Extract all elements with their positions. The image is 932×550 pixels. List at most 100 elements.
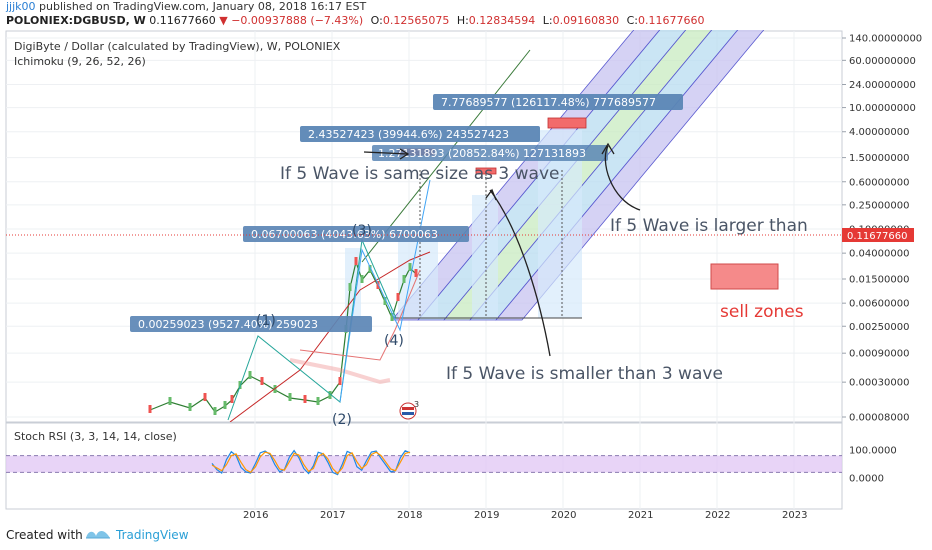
measure-text-1: 0.00259023 (9527.40%) 259023 (138, 318, 318, 331)
wave-label-4: (4) (384, 333, 404, 349)
price-candle (230, 395, 234, 403)
sell-zones-label: sell zones (720, 302, 804, 322)
x-tick-label: 2021 (628, 510, 653, 520)
open-value: 0.12565075 (382, 14, 450, 27)
price-tick-label: 24.00000000 (849, 80, 916, 91)
measure-box-1[interactable]: 0.00259023 (9527.40%) 259023 (130, 316, 372, 332)
footer-created: Created with (6, 528, 83, 542)
annotation-same-size: If 5 Wave is same size as 3 wave (280, 164, 559, 184)
tradingview-logo-icon[interactable] (84, 526, 112, 542)
x-tick-label: 2018 (397, 510, 422, 520)
low-label: L: (542, 14, 553, 27)
stoch-d-line (211, 451, 411, 475)
price-series (149, 259, 417, 413)
price-candle (188, 403, 192, 411)
close-value: 0.11677660 (638, 14, 705, 27)
price-candle (316, 397, 320, 405)
author-link[interactable]: jjjk00 (6, 0, 36, 13)
wave-label-1: (1) (256, 313, 276, 329)
wave-label-2: (2) (332, 412, 352, 428)
arrow-same (363, 151, 409, 155)
publish-line: jjjk00 published on TradingView.com, Jan… (6, 0, 366, 13)
current-price-badge[interactable]: 0.11677660 (842, 228, 914, 242)
ichimoku-cloud (289, 358, 391, 385)
chart-canvas[interactable]: 140.00000000 60.00000000 24.00000000 10.000… (0, 30, 932, 520)
x-tick-label: 2020 (551, 510, 576, 520)
stoch-title: Stoch RSI (3, 3, 14, 14, close) (14, 430, 177, 443)
price-candle (360, 275, 364, 283)
measure-box-2[interactable]: 0.06700063 (4043.63%) 6700063 (243, 226, 469, 242)
price-tick-label: 0.60000000 (849, 177, 909, 188)
price-tick-label: 10.00000000 (849, 103, 916, 114)
projection-box (538, 130, 582, 318)
measure-box-3[interactable]: 2.43527423 (39944.6%) 243527423 (300, 126, 540, 142)
measure-box-5[interactable]: 7.77689577 (126117.48%) 777689577 (433, 94, 683, 110)
measure-text-3: 2.43527423 (39944.6%) 243527423 (308, 128, 509, 141)
stoch-rsi-plot (6, 449, 842, 476)
annotation-larger: If 5 Wave is larger than (610, 216, 808, 236)
target-marker (475, 167, 497, 175)
price-tick-label: 4.00000000 (849, 127, 909, 138)
price-tick-label: 0.00600000 (849, 299, 909, 310)
price-tick-label: 0.00090000 (849, 349, 909, 360)
price-candle (368, 265, 372, 273)
sell-zone-box[interactable] (710, 263, 779, 290)
symbol-name: POLONIEX:DGBUSD, W (6, 14, 146, 27)
footer: Created with TradingView (0, 520, 932, 550)
price-candle (288, 393, 292, 401)
x-tick-label: 2019 (474, 510, 499, 520)
price-candle (203, 393, 207, 401)
open-label: O: (370, 14, 383, 27)
chart-title: DigiByte / Dollar (calculated by Trading… (14, 40, 341, 53)
x-tick-label: 2016 (243, 510, 268, 520)
projection-box (472, 195, 498, 318)
price-tick-label: 0.01500000 (849, 275, 909, 286)
high-label: H: (456, 14, 469, 27)
indicator-label: Ichimoku (9, 26, 52, 26) (14, 55, 146, 68)
price-candle (223, 401, 227, 409)
price-candle (260, 377, 264, 385)
target-marker (547, 117, 587, 129)
price-tick-label: 60.00000000 (849, 56, 916, 67)
price-candle (248, 371, 252, 379)
measure-box-4[interactable]: 1.27131893 (20852.84%) 127131893 (372, 145, 608, 161)
ichimoku-line (229, 251, 431, 422)
x-tick-label: 2023 (782, 510, 807, 520)
stoch-tick-label: 100.0000 (849, 446, 897, 457)
flag-icon[interactable]: 3 (399, 400, 419, 420)
down-arrow-icon: ▼ (219, 14, 228, 27)
price-candle (414, 269, 418, 277)
price-candle (354, 257, 358, 265)
svg-text:3: 3 (414, 400, 419, 409)
symbol-line: POLONIEX:DGBUSD, W 0.11677660 ▼ −0.00937… (6, 14, 704, 27)
price-candle (328, 391, 332, 399)
price-candle (148, 405, 152, 413)
publish-info: published on TradingView.com, January 08… (39, 0, 367, 13)
footer-brand[interactable]: TradingView (116, 528, 189, 542)
price-candle (408, 263, 412, 271)
price-candle (213, 407, 217, 415)
price-tick-label: 140.00000000 (849, 34, 922, 45)
ichimoku-cloud-edge (299, 269, 421, 361)
stoch-tick-label: 0.0000 (849, 474, 884, 485)
price-tick-label: 0.04000000 (849, 249, 909, 260)
price-candle (396, 293, 400, 301)
price-tick-label: 0.25000000 (849, 200, 909, 211)
x-tick-label: 2022 (705, 510, 730, 520)
price-candle (402, 275, 406, 283)
price-candle (303, 395, 307, 403)
low-value: 0.09160830 (552, 14, 620, 27)
chart-header: jjjk00 published on TradingView.com, Jan… (0, 0, 932, 30)
close-label: C: (626, 14, 638, 27)
arrow-same-head (399, 148, 410, 160)
measure-text-2: 0.06700063 (4043.63%) 6700063 (251, 228, 438, 241)
last-price: 0.11677660 (149, 14, 216, 27)
price-tick-label: 1.50000000 (849, 153, 909, 164)
price-candle (338, 377, 342, 385)
price-tick-label: 0.00030000 (849, 378, 909, 389)
x-tick-label: 2017 (320, 510, 345, 520)
stoch-band (6, 455, 842, 473)
hand-drawn-arrows (363, 142, 641, 357)
price-candle (390, 313, 394, 321)
price-tick-label: 0.00008000 (849, 413, 909, 424)
